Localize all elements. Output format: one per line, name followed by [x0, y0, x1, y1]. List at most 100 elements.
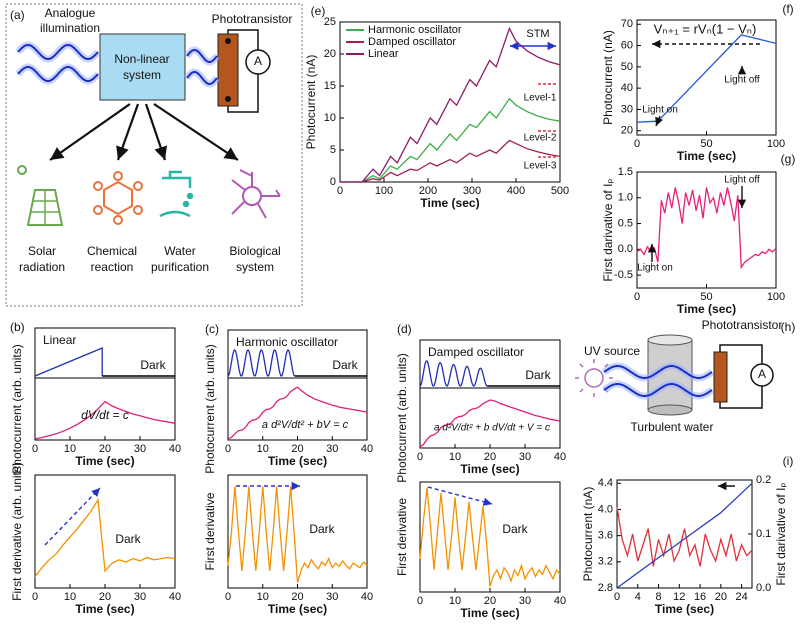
y-tick-label: 30	[621, 103, 633, 115]
x-tick-label: 30	[326, 591, 338, 603]
y-axis-label: Photocurrent (nA)	[581, 487, 595, 582]
x-tick-label: 16	[694, 591, 706, 603]
x-tick-label: 0	[634, 138, 640, 150]
y-tick-label: 60	[621, 39, 633, 51]
x-tick-label: 300	[463, 185, 481, 197]
x-tick-label: 20	[99, 443, 111, 455]
input-waveform	[227, 349, 296, 377]
light-wave	[17, 44, 99, 60]
panel-grid	[31, 190, 59, 225]
ammeter	[750, 363, 774, 387]
source-label: UV source	[584, 344, 640, 358]
annotation: Light off	[724, 175, 760, 186]
series-line	[227, 386, 368, 440]
x-tick-label: 20	[291, 591, 303, 603]
application-label: system	[236, 260, 274, 274]
bulb	[584, 368, 604, 388]
water-bottom	[647, 404, 693, 416]
drop	[186, 192, 194, 200]
x-tick-label: 30	[519, 595, 531, 607]
legend-label: Damped oscillator	[368, 36, 456, 48]
y-axis-label: First derivative (arb. units)	[10, 462, 24, 601]
x-axis-label: Time (sec)	[268, 454, 327, 468]
light-wave	[186, 71, 218, 85]
panel-label: (g)	[781, 152, 796, 166]
y-tick-label: 20	[621, 125, 633, 137]
x-tick-label: 30	[519, 451, 531, 463]
light-wave	[17, 66, 99, 82]
series-line	[340, 97, 561, 183]
x-tick-label: 10	[449, 451, 461, 463]
arrows	[49, 103, 239, 161]
y-tick-label: 40	[621, 82, 633, 94]
state-label: Dark	[525, 368, 551, 382]
ammeter-label: A	[254, 54, 262, 68]
x-tick-label: 40	[169, 591, 181, 603]
annotation: Level-2	[524, 133, 557, 144]
x-tick-label: 0	[417, 595, 423, 607]
soma	[242, 186, 262, 206]
y-tick-label: 25	[324, 16, 336, 28]
x-tick-label: 20	[484, 595, 496, 607]
x-tick-label: 10	[64, 591, 76, 603]
x-axis-label: Time (sec)	[677, 149, 736, 163]
source-label: illumination	[40, 21, 100, 35]
phototransistor	[713, 351, 728, 403]
state-label: Dark	[332, 358, 358, 372]
x-tick-label: 12	[673, 591, 685, 603]
series-line	[34, 400, 176, 440]
water-top	[647, 334, 693, 346]
application-label: Water	[164, 244, 196, 258]
chemical-icon	[93, 171, 143, 225]
y-tick-label: 50	[621, 61, 633, 73]
y-tick-label: 3.6	[598, 530, 613, 542]
drop	[182, 200, 190, 208]
series-line	[419, 487, 561, 587]
x-tick-label: 40	[361, 591, 373, 603]
application-label: Biological	[229, 244, 280, 258]
y-axis-label: Photocurrent (arb. units)	[203, 344, 217, 473]
hexagon	[103, 180, 133, 216]
legend-label: Harmonic oscillator	[368, 24, 462, 36]
x-tick-label: 40	[169, 443, 181, 455]
y-axis-label: First darivative of Iₚ	[601, 178, 615, 281]
x-tick-label: 100	[767, 138, 785, 150]
x-tick-label: 20	[99, 591, 111, 603]
x-axis-label: Time (sec)	[75, 602, 134, 616]
detector-label: Phototransistor	[212, 12, 293, 26]
schematic-title: Damped oscillator	[428, 345, 524, 359]
y-tick-label: 0.5	[618, 217, 633, 229]
atoms	[93, 171, 143, 225]
annotation: Light off	[724, 75, 760, 86]
annotation: Dark	[502, 522, 528, 536]
x-tick-label: 30	[134, 591, 146, 603]
uv-bulb	[575, 359, 613, 397]
panel-label: (i)	[783, 454, 794, 468]
x-tick-label: 100	[767, 291, 785, 303]
x-tick-label: 10	[449, 595, 461, 607]
state-label: Dark	[140, 358, 166, 372]
contact	[225, 38, 231, 44]
arrow	[144, 103, 168, 161]
x-axis-label: Time (sec)	[268, 602, 327, 616]
application-label: Solar	[28, 244, 56, 258]
x-axis-label: Time (sec)	[655, 602, 714, 616]
x-tick-label: 0	[225, 443, 231, 455]
x-tick-label: 200	[419, 185, 437, 197]
plot-frame	[419, 387, 561, 449]
x-tick-label: 30	[134, 443, 146, 455]
application-label: purification	[151, 260, 209, 274]
application-label: Chemical	[87, 244, 137, 258]
y-tick-label: 15	[324, 80, 336, 92]
neuron-icon	[231, 169, 281, 219]
x-tick-label: 10	[257, 591, 269, 603]
x-tick-label: 100	[375, 185, 393, 197]
x-tick-label: 40	[554, 595, 566, 607]
solar-icon	[17, 165, 64, 226]
ammeter-label: A	[758, 367, 766, 381]
x-tick-label: 40	[554, 451, 566, 463]
arrow	[49, 103, 131, 161]
arrow	[116, 103, 140, 161]
y2-tick-label: 0.1	[756, 528, 771, 540]
